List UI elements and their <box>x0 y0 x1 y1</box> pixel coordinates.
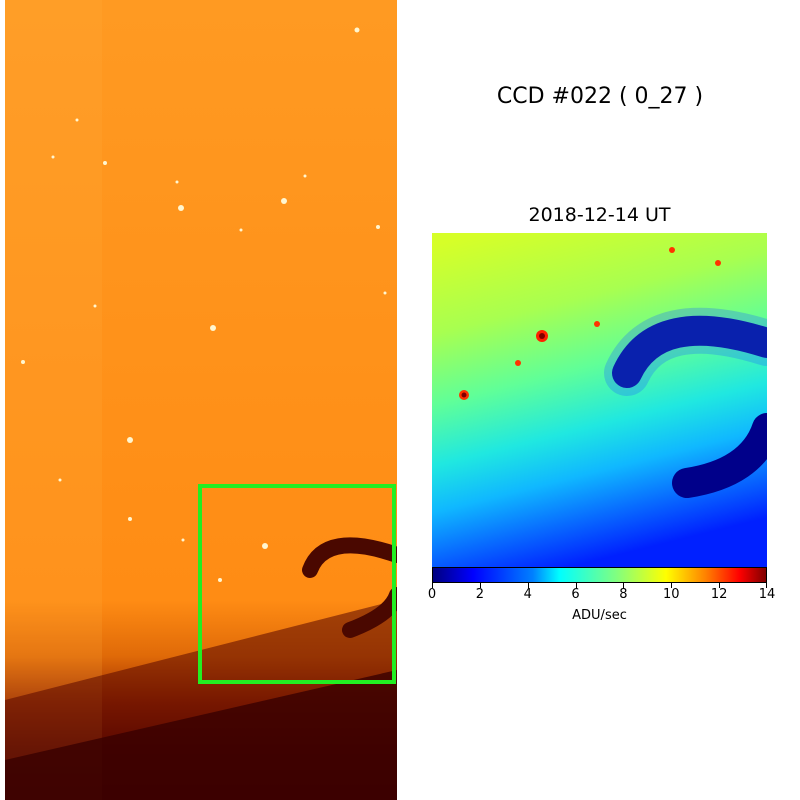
colorbar-ticks <box>432 583 767 589</box>
colorbar-tick <box>432 583 433 588</box>
zoomed-ccd-image-svg <box>432 233 767 568</box>
ccd-full-image-svg <box>5 0 397 800</box>
colorbar-tick-label: 14 <box>758 587 776 602</box>
colorbar-tick-label: 10 <box>663 587 680 602</box>
zoomed-ccd-image <box>432 233 767 568</box>
zoomed-stars <box>459 247 721 400</box>
colorbar-tick-label: 8 <box>619 587 628 602</box>
colorbar-tick-label: 2 <box>475 587 484 602</box>
colorbar-tick-label: 0 <box>427 587 437 602</box>
ccd-full-image <box>5 0 397 800</box>
colorbar-tick <box>575 583 577 588</box>
zoom-region-box <box>198 484 396 684</box>
colorbar-tick <box>766 583 767 588</box>
colorbar-tick-label: 4 <box>523 587 532 602</box>
date-label: 2018-12-14 UT <box>528 204 671 226</box>
colorbar-tick <box>623 583 625 588</box>
colorbar-tick-label: 6 <box>571 587 580 602</box>
colorbar-tick <box>671 583 673 588</box>
colorbar-tick-label: 12 <box>710 587 728 602</box>
colorbar-axis-label: ADU/sec <box>572 608 627 623</box>
ccd-title: CCD #022 ( 0_27 ) <box>496 84 704 109</box>
colorbar-tick <box>719 583 721 588</box>
colorbar <box>432 567 767 583</box>
colorbar-tick <box>479 583 481 588</box>
colorbar-tick <box>527 583 529 588</box>
